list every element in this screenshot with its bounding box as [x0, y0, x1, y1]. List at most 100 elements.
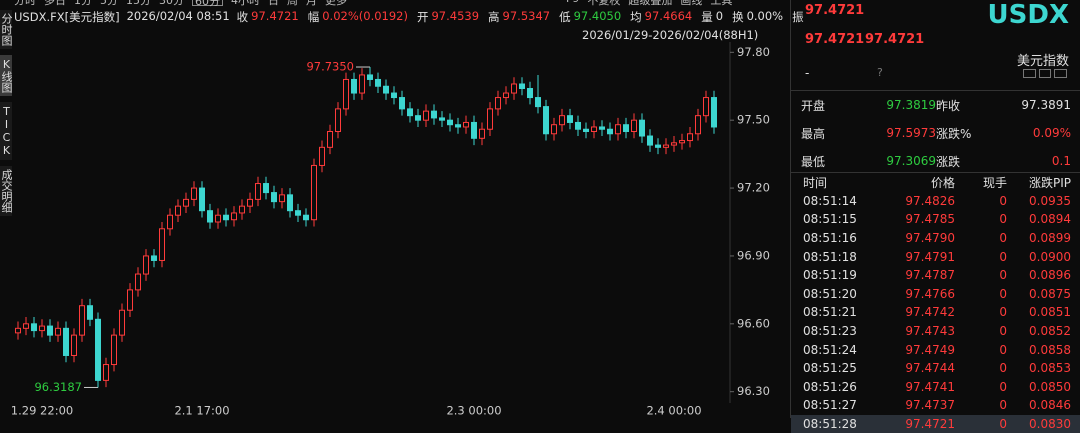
side-tab[interactable]: TICK	[0, 102, 13, 160]
candle-body	[175, 205, 181, 216]
candle-body	[199, 187, 205, 212]
tick-row: 08:51:24 97.4749 0 0.0858	[791, 340, 1080, 359]
candle-body	[343, 78, 349, 110]
cell: 0	[999, 379, 1007, 394]
candle-body	[439, 117, 445, 121]
tick-row: 08:51:26 97.4741 0 0.0850	[791, 378, 1080, 397]
candle-body	[159, 228, 165, 261]
candle-body	[695, 115, 701, 135]
candle-body	[479, 128, 485, 139]
cell: 97.4744	[905, 361, 955, 376]
tool[interactable]: 画线	[680, 0, 703, 7]
period-tab[interactable]: 更多	[325, 0, 347, 7]
tool[interactable]: 工具	[710, 0, 733, 7]
symbol: USDX.FX[美元指数]	[14, 10, 120, 24]
period-tab[interactable]: 周	[287, 0, 298, 7]
datetime: 2026/02/04 08:51	[126, 9, 230, 23]
column-header: 涨跌PIP	[1028, 175, 1071, 190]
candle-body	[135, 273, 141, 291]
period-tab[interactable]: 1分	[74, 0, 92, 7]
stats: 开盘 97.3819 昨收 97.3891 最高 97.5973 涨跌% 0.09% 最低 97.…	[791, 90, 1080, 175]
candle-body	[23, 323, 29, 329]
side-tabs: 分时图 K线图 TICK 成交明细	[0, 10, 13, 222]
candle-body	[511, 83, 517, 94]
tick-row: 08:51:14 97.4826 0 0.0935	[791, 192, 1080, 211]
period-tab[interactable]: 月	[306, 0, 317, 7]
cell: 0	[999, 305, 1007, 320]
cell: 97.4826	[905, 193, 955, 208]
tick-row: 08:51:18 97.4791 0 0.0900	[791, 247, 1080, 266]
period-tab[interactable]: 15分	[126, 0, 151, 7]
quote-value: 97.4539	[431, 9, 480, 23]
tool[interactable]: 超级叠加	[628, 0, 673, 7]
stats-row: 最高 97.5973 涨跌% 0.09%	[791, 119, 1080, 147]
candle-body	[703, 97, 709, 117]
candle-body	[71, 334, 77, 356]
tick-table: 时间 价格 现手 涨跌PIP 08:51:14 97.4826 0 0.0935 08:51:1…	[791, 172, 1080, 433]
side-tab[interactable]: K线图	[0, 55, 13, 96]
candle-body	[543, 106, 549, 135]
candle-body	[423, 110, 429, 121]
cell: 08:51:23	[803, 324, 857, 339]
period-tab[interactable]: 分时	[14, 0, 36, 7]
side-tab[interactable]: 分时图	[0, 10, 13, 49]
tick-row: 08:51:28 97.4721 0 0.0830	[791, 414, 1080, 433]
y-tick-label: 97.50	[737, 113, 770, 127]
tick-header: 时间 价格 现手 涨跌PIP	[791, 173, 1080, 192]
quote-value: 97.4721	[251, 9, 299, 23]
candle-body	[95, 318, 101, 381]
cell: 0	[999, 286, 1007, 301]
cell: 97.4766	[905, 286, 955, 301]
candle-body	[191, 187, 197, 200]
tick-row: 08:51:23 97.4743 0 0.0852	[791, 322, 1080, 341]
tool[interactable]: 不复权	[587, 0, 621, 7]
candle-body	[623, 124, 629, 133]
candle-body	[447, 119, 453, 126]
candle-body	[167, 214, 173, 230]
period-tab[interactable]: 60分	[192, 0, 223, 8]
candle-body	[111, 334, 117, 366]
quote-label: 低	[559, 10, 571, 24]
candle-body	[143, 255, 149, 275]
candle-body	[79, 305, 85, 336]
dash: -	[805, 66, 810, 80]
quote-panel: 97.4721 USDX 97.4721 97.4721 美元指数 - ? 开盘…	[790, 0, 1080, 433]
help[interactable]: ?	[877, 66, 883, 79]
stat-value: 97.3891	[1021, 98, 1071, 112]
cell: 97.4721	[905, 417, 955, 432]
candle-body	[39, 325, 45, 332]
cell: 0	[999, 268, 1007, 283]
bid: 97.4721	[805, 32, 865, 47]
candle-body	[31, 323, 37, 332]
side-tab[interactable]: 成交明细	[0, 166, 13, 216]
tick-row: 08:51:16 97.4790 0 0.0899	[791, 229, 1080, 248]
name: 美元指数	[1016, 54, 1069, 69]
annotation-label: 96.3187	[34, 380, 82, 394]
period-tab[interactable]: 5分	[100, 0, 118, 7]
candle-body	[327, 131, 333, 148]
period-tab[interactable]: 多日	[44, 0, 66, 7]
quote-label: 高	[488, 10, 500, 24]
cell: 0.0899	[1029, 231, 1071, 246]
candle-body	[487, 108, 493, 130]
candle-body	[375, 78, 381, 87]
cell: 0.0850	[1029, 379, 1071, 394]
candle-body	[671, 142, 677, 146]
period-tab[interactable]: 30分	[159, 0, 184, 7]
y-tick-label: 96.30	[737, 384, 770, 398]
last-price: 97.4721	[805, 3, 865, 18]
cell: 0	[999, 249, 1007, 264]
candle-body	[607, 128, 613, 135]
candle-body	[383, 85, 389, 94]
cell: 0.0900	[1029, 249, 1071, 264]
tick-row: 08:51:21 97.4742 0 0.0851	[791, 303, 1080, 322]
stat-value: 0.1	[1051, 154, 1071, 168]
stat-label: 开盘	[801, 98, 826, 113]
stats-row: 最低 97.3069 涨跌 0.1	[791, 147, 1080, 175]
candle-body	[639, 119, 645, 137]
period-tab[interactable]: 4小时	[231, 0, 260, 7]
candle-body	[359, 74, 365, 94]
period-tab[interactable]: 日	[268, 0, 279, 7]
tool[interactable]: F9	[566, 0, 579, 8]
